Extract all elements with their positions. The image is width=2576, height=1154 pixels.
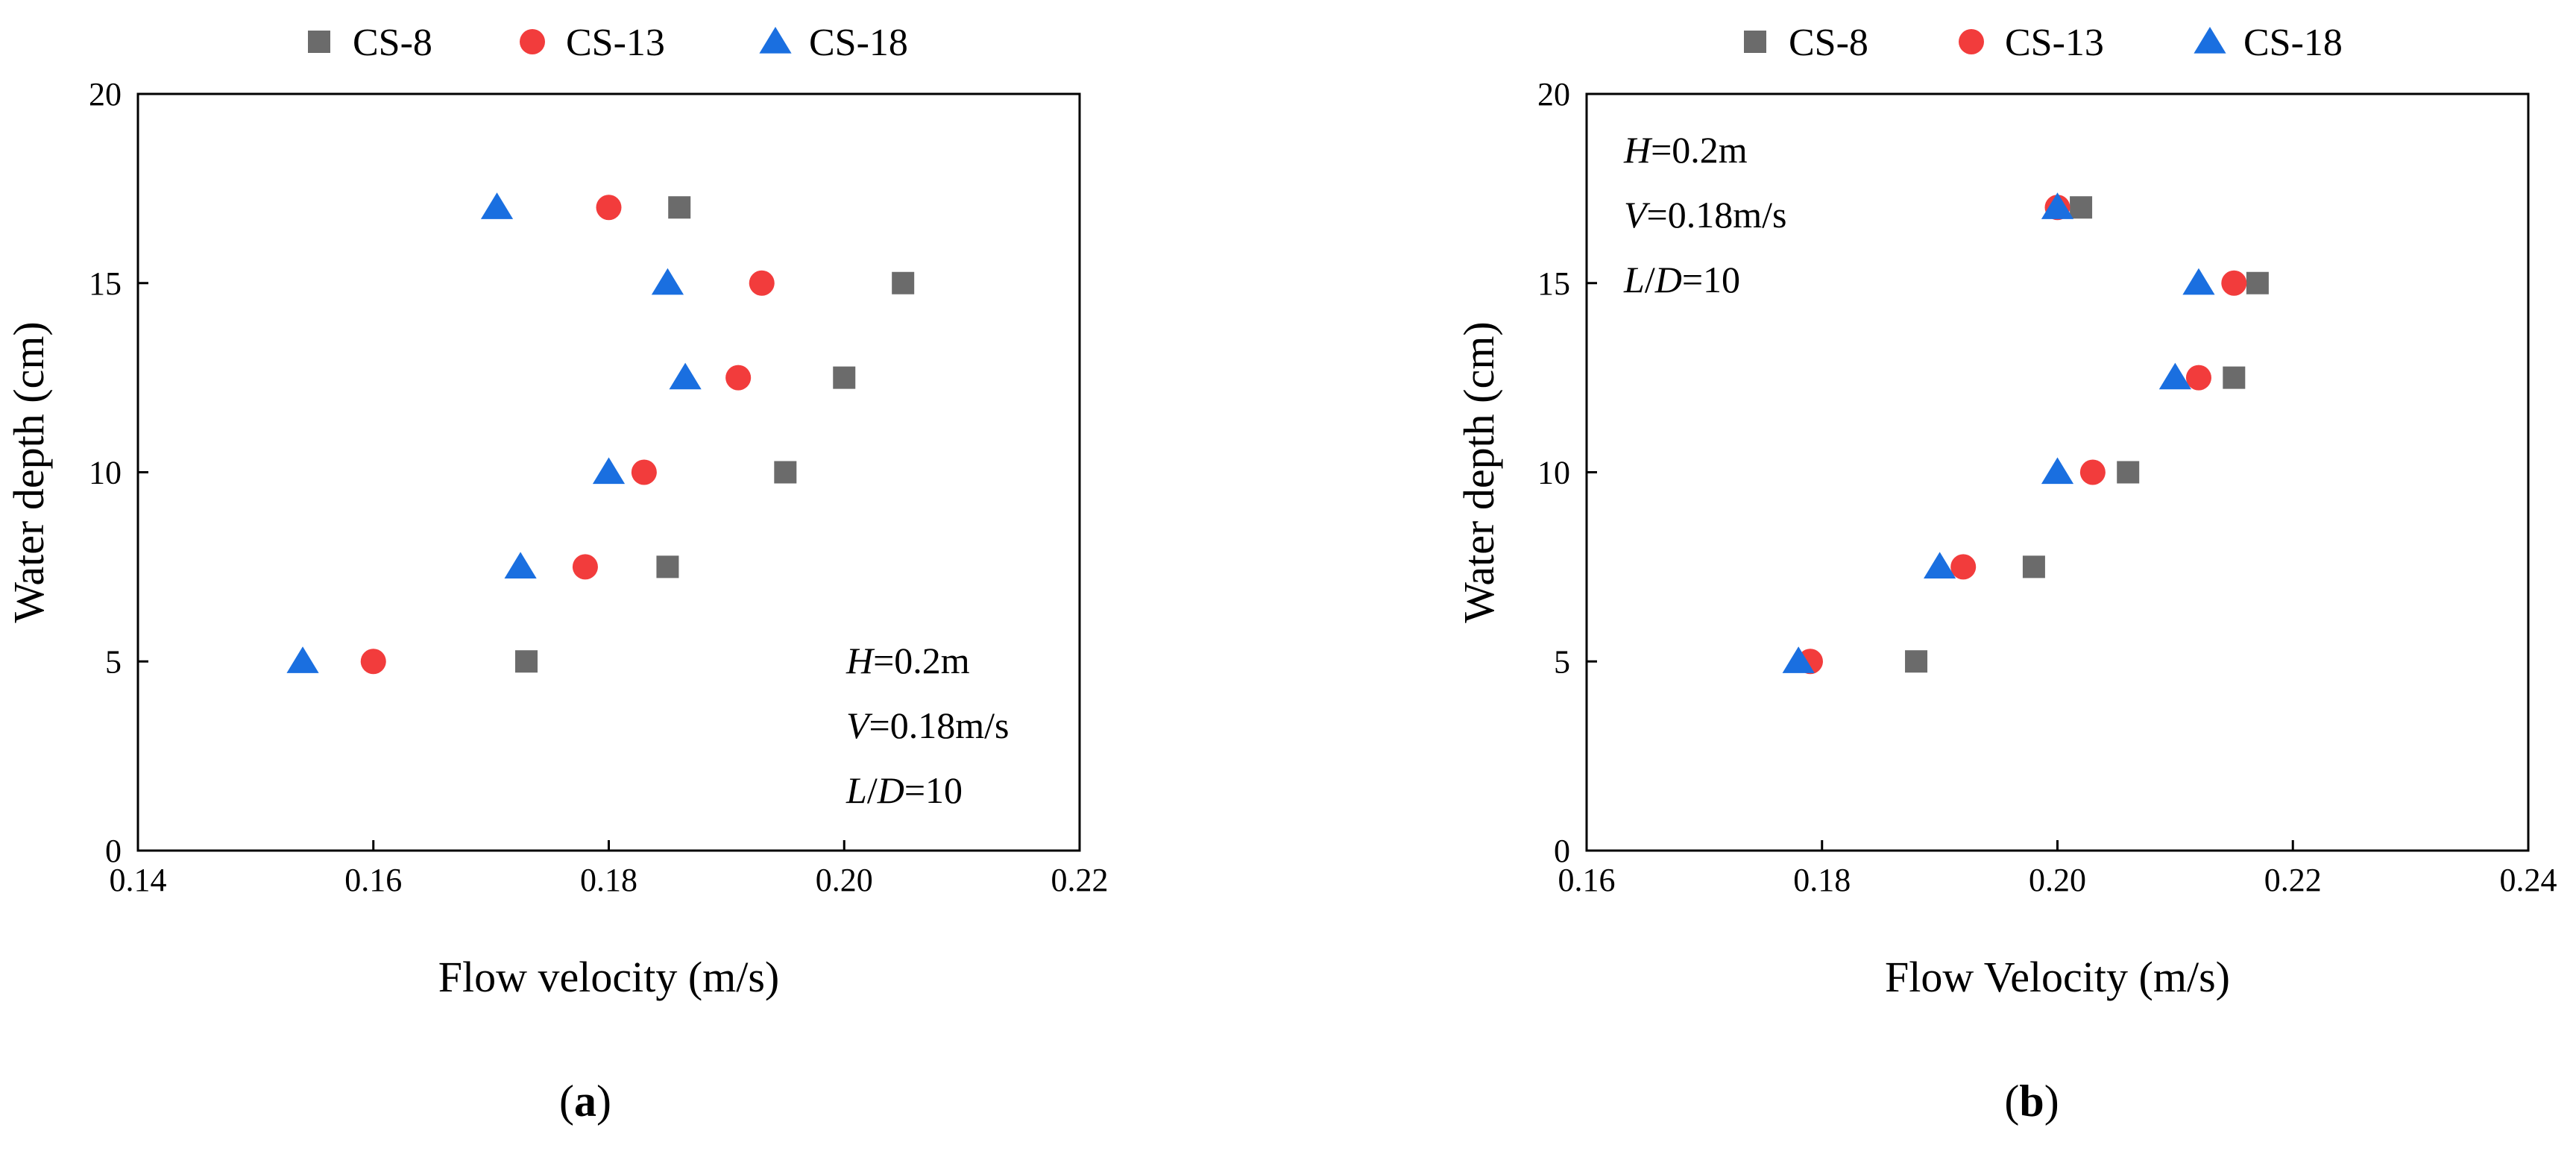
legend-marker-triangle bbox=[759, 27, 792, 54]
y-tick-label: 20 bbox=[89, 76, 122, 113]
x-tick-label: 0.14 bbox=[110, 862, 167, 898]
y-tick-label: 0 bbox=[105, 833, 122, 869]
data-point bbox=[1905, 650, 1928, 673]
data-point bbox=[2022, 555, 2045, 578]
panel-label: (b) bbox=[2004, 1076, 2059, 1126]
data-point bbox=[833, 366, 856, 389]
data-point bbox=[2185, 365, 2211, 391]
data-point bbox=[286, 646, 319, 673]
panel-label: (a) bbox=[559, 1076, 611, 1126]
data-point bbox=[2117, 461, 2140, 484]
annotation-line: L/D=10 bbox=[845, 769, 963, 811]
data-point bbox=[2158, 362, 2191, 390]
x-tick-label: 0.24 bbox=[2500, 862, 2557, 898]
series-CS-18 bbox=[286, 192, 702, 673]
series-CS-13 bbox=[360, 195, 775, 675]
legend-label: CS-8 bbox=[1789, 22, 1868, 64]
data-point bbox=[2182, 268, 2215, 295]
x-tick-label: 0.16 bbox=[1558, 862, 1616, 898]
y-tick-label: 15 bbox=[1537, 265, 1570, 302]
chart-panel-b: 0.16 0.18 0.20 0.22 0.24 0 5 10 15 20 Flow Velocit… bbox=[1455, 22, 2557, 1126]
data-point bbox=[774, 461, 797, 484]
y-tick-label: 10 bbox=[89, 455, 122, 491]
data-point bbox=[504, 552, 537, 578]
y-tick-label: 0 bbox=[1554, 833, 1570, 869]
legend-marker-square bbox=[308, 31, 330, 53]
x-tick-label: 0.18 bbox=[1793, 862, 1851, 898]
data-point bbox=[892, 271, 915, 294]
chart-panel-a: 0.14 0.16 0.18 0.20 0.22 0 5 10 15 20 Flow velocit… bbox=[4, 22, 1109, 1126]
series-CS-13 bbox=[1797, 195, 2247, 675]
data-point bbox=[651, 268, 684, 295]
legend-label: CS-13 bbox=[566, 22, 665, 64]
data-point bbox=[1924, 552, 1956, 578]
x-axis-title: Flow velocity (m/s) bbox=[438, 953, 780, 1001]
annotation-line: V=0.18m/s bbox=[846, 704, 1010, 746]
x-tick-label: 0.20 bbox=[2029, 862, 2086, 898]
y-tick-label: 5 bbox=[105, 643, 122, 680]
x-tick-label: 0.18 bbox=[580, 862, 637, 898]
legend-label: CS-18 bbox=[2243, 22, 2343, 64]
annotation-line: H=0.2m bbox=[1623, 129, 1748, 171]
data-point bbox=[668, 196, 691, 219]
series-CS-8 bbox=[1905, 196, 2269, 673]
data-point bbox=[2041, 457, 2074, 485]
y-axis-title: Water depth (cm) bbox=[4, 321, 53, 622]
data-point bbox=[480, 192, 514, 219]
y-axis-title: Water depth (cm) bbox=[1455, 321, 1503, 622]
y-tick-label: 10 bbox=[1537, 455, 1570, 491]
annotation-line: V=0.18m/s bbox=[1624, 194, 1787, 236]
series-CS-8 bbox=[514, 196, 915, 673]
series-CS-18 bbox=[1782, 192, 2215, 673]
data-point bbox=[725, 365, 752, 391]
data-point bbox=[2221, 270, 2247, 296]
y-tick-label: 20 bbox=[1537, 76, 1570, 113]
y-tick-label: 5 bbox=[1554, 643, 1570, 680]
x-tick-label: 0.16 bbox=[344, 862, 402, 898]
legend: CS-8 CS-13 CS-18 bbox=[308, 22, 908, 64]
data-point bbox=[2079, 459, 2106, 485]
x-tick-label: 0.22 bbox=[2264, 862, 2322, 898]
legend-marker-triangle bbox=[2194, 27, 2226, 54]
x-tick-label: 0.20 bbox=[816, 862, 873, 898]
data-point bbox=[1950, 554, 1977, 580]
y-tick-label: 15 bbox=[89, 265, 122, 302]
legend-label: CS-18 bbox=[809, 22, 908, 64]
legend-marker-square bbox=[1744, 31, 1766, 53]
data-point bbox=[514, 650, 538, 673]
data-point bbox=[656, 555, 679, 578]
legend-label: CS-8 bbox=[353, 22, 432, 64]
data-point bbox=[596, 195, 622, 221]
x-tick-label: 0.22 bbox=[1051, 862, 1109, 898]
legend-marker-circle bbox=[520, 29, 545, 54]
annotation-line: L/D=10 bbox=[1623, 259, 1740, 300]
data-point bbox=[572, 554, 598, 580]
data-point bbox=[360, 649, 386, 675]
data-point bbox=[1782, 646, 1815, 673]
annotation-line: H=0.2m bbox=[845, 640, 970, 681]
data-point bbox=[2070, 196, 2093, 219]
data-point bbox=[749, 270, 775, 296]
data-point bbox=[2246, 271, 2269, 294]
legend-label: CS-13 bbox=[2005, 22, 2104, 64]
legend: CS-8 CS-13 CS-18 bbox=[1744, 22, 2343, 64]
data-point bbox=[669, 362, 702, 390]
data-point bbox=[592, 457, 626, 485]
data-point bbox=[631, 459, 657, 485]
data-point bbox=[2223, 366, 2246, 389]
legend-marker-circle bbox=[1959, 29, 1984, 54]
x-axis-title: Flow Velocity (m/s) bbox=[1885, 953, 2230, 1001]
data-point bbox=[2041, 192, 2074, 219]
